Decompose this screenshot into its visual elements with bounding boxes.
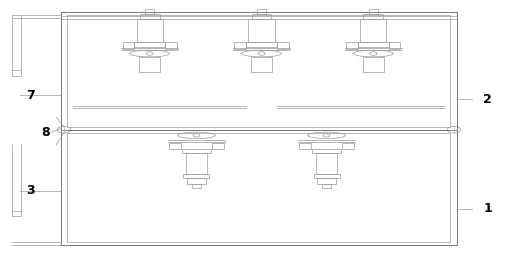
Bar: [12, 70, 21, 76]
Bar: [257, 9, 266, 14]
Bar: [12, 211, 21, 216]
Bar: [145, 9, 154, 14]
Text: 8: 8: [41, 126, 50, 139]
Bar: [61, 12, 457, 130]
Bar: [61, 130, 457, 245]
Bar: [369, 9, 378, 14]
Text: 3: 3: [26, 184, 35, 197]
Text: 7: 7: [26, 89, 35, 102]
Bar: [251, 57, 272, 72]
Bar: [122, 42, 134, 49]
Bar: [67, 133, 450, 242]
Bar: [360, 19, 386, 42]
Bar: [342, 143, 354, 149]
Bar: [252, 14, 271, 19]
Bar: [139, 57, 160, 72]
Bar: [212, 143, 223, 149]
Bar: [186, 153, 208, 174]
Bar: [389, 42, 401, 49]
Bar: [187, 178, 207, 184]
Bar: [363, 57, 384, 72]
Bar: [234, 42, 246, 49]
Bar: [277, 42, 289, 49]
Bar: [134, 42, 165, 47]
Bar: [346, 42, 358, 49]
Bar: [316, 178, 336, 184]
Bar: [169, 143, 181, 149]
Bar: [182, 149, 211, 153]
Bar: [140, 14, 160, 19]
Bar: [300, 143, 311, 149]
Bar: [137, 19, 163, 42]
Bar: [165, 42, 177, 49]
Bar: [184, 174, 210, 178]
Bar: [248, 19, 275, 42]
Text: 2: 2: [483, 93, 492, 106]
Bar: [315, 153, 337, 174]
Text: 1: 1: [483, 202, 492, 215]
Bar: [363, 14, 383, 19]
Bar: [322, 184, 331, 188]
Bar: [358, 42, 389, 47]
Bar: [67, 15, 450, 127]
Bar: [313, 174, 339, 178]
Bar: [312, 149, 341, 153]
Bar: [246, 42, 277, 47]
Bar: [192, 184, 201, 188]
